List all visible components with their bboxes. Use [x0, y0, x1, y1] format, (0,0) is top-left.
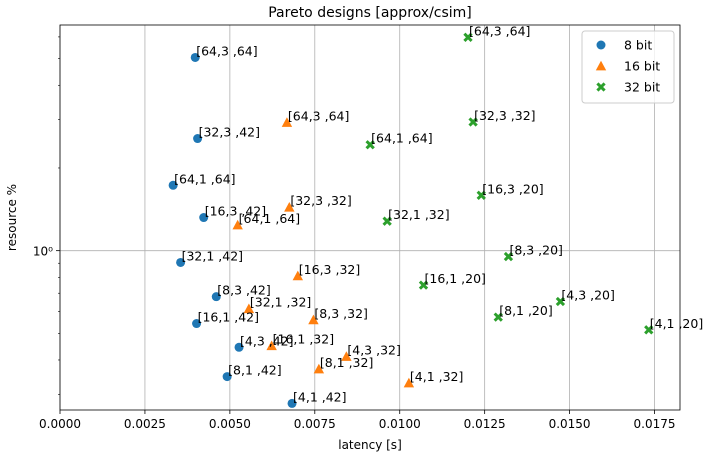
- x-tick-label: 0.0025: [124, 417, 166, 431]
- data-point: [222, 372, 232, 382]
- legend-marker: [595, 60, 607, 71]
- y-axis-ticks: 10⁰: [33, 36, 60, 395]
- data-point: [418, 280, 429, 290]
- x-tick-label: 0.0050: [209, 417, 251, 431]
- point-label: [32,1 ,42]: [182, 248, 243, 263]
- point-label: [32,3 ,42]: [199, 125, 260, 140]
- data-point: [308, 314, 319, 325]
- data-point: [168, 180, 178, 190]
- data-point: [365, 140, 375, 150]
- point-label: [4,1 ,32]: [410, 369, 464, 384]
- data-point: [190, 52, 200, 62]
- data-point: [232, 219, 243, 230]
- y-axis-label: resource %: [5, 184, 19, 251]
- point-label: [8,1 ,20]: [499, 303, 553, 318]
- point-label: [64,3 ,64]: [288, 108, 349, 123]
- point-label: [8,3 ,42]: [217, 283, 271, 298]
- point-label: [64,1 ,64]: [371, 131, 432, 146]
- y-tick-label: 10⁰: [33, 245, 53, 259]
- x-tick-label: 0.0000: [39, 417, 81, 431]
- point-label: [32,3 ,32]: [290, 193, 351, 208]
- legend: 8 bit 16 bit 32 bit: [581, 30, 675, 104]
- point-label: [16,3 ,42]: [205, 204, 266, 219]
- data-point: [193, 134, 203, 144]
- point-label: [64,1 ,64]: [239, 211, 300, 226]
- point-label: [32,3 ,32]: [474, 108, 535, 123]
- legend-label: 16 bit: [624, 59, 660, 74]
- data-point: [468, 117, 478, 127]
- x-tick-label: 0.0075: [294, 417, 336, 431]
- point-label: [32,1 ,32]: [388, 207, 449, 222]
- x-axis-ticks: 0.0000 0.0025 0.0050 0.0075 0.0100 0.0125 0.01…: [39, 410, 676, 431]
- point-label: [8,3 ,20]: [509, 243, 563, 258]
- data-marks: [168, 32, 654, 408]
- x-tick-label: 0.0150: [549, 417, 591, 431]
- data-point: [287, 398, 297, 408]
- point-label: [16,3 ,32]: [299, 262, 360, 277]
- grid: [59, 25, 680, 410]
- point-label: [8,3 ,32]: [314, 306, 368, 321]
- legend-label: 32 bit: [624, 80, 660, 95]
- point-label: [64,1 ,64]: [174, 171, 235, 186]
- point-label: [16,1 ,42]: [198, 310, 259, 325]
- data-point: [284, 201, 295, 212]
- plot-frame: [59, 24, 681, 411]
- data-point: [644, 325, 654, 335]
- point-annotations: [64,3 ,64][32,3 ,42][64,1 ,64][16,3 ,42]…: [174, 23, 703, 404]
- point-label: [32,1 ,32]: [250, 295, 311, 310]
- data-point: [493, 312, 503, 322]
- data-point: [281, 117, 293, 127]
- data-point: [266, 340, 277, 351]
- data-point: [476, 190, 486, 201]
- data-point: [313, 363, 325, 374]
- point-label: [4,1 ,42]: [293, 389, 347, 404]
- point-label: [4,3 ,32]: [347, 342, 401, 357]
- data-point: [382, 216, 392, 226]
- data-point: [503, 251, 514, 262]
- data-point: [292, 270, 304, 281]
- data-point: [192, 319, 202, 329]
- x-tick-label: 0.0100: [379, 417, 421, 431]
- point-label: [4,3 ,42]: [240, 333, 294, 348]
- point-label: [4,3 ,20]: [561, 288, 615, 303]
- point-label: [64,3 ,64]: [469, 23, 530, 38]
- data-point: [243, 303, 255, 314]
- data-point: [341, 351, 352, 361]
- data-point: [199, 213, 209, 223]
- chart-title: Pareto designs [approx/csim]: [268, 5, 472, 21]
- data-point: [555, 296, 566, 307]
- data-point: [211, 292, 221, 302]
- legend-marker: [596, 82, 606, 92]
- data-point: [463, 32, 473, 42]
- data-point: [403, 377, 415, 388]
- point-label: [4,1 ,20]: [650, 316, 704, 331]
- point-label: [16,1 ,32]: [273, 332, 334, 347]
- point-label: [64,3 ,64]: [196, 43, 257, 58]
- point-label: [16,1 ,20]: [425, 271, 486, 286]
- legend-label: 8 bit: [624, 38, 652, 53]
- data-point: [234, 342, 244, 352]
- point-label: [16,3 ,20]: [482, 181, 543, 196]
- data-point: [176, 257, 186, 267]
- x-axis-label: latency [s]: [338, 438, 402, 452]
- point-label: [8,1 ,42]: [228, 363, 282, 378]
- x-tick-label: 0.0125: [464, 417, 506, 431]
- point-label: [8,1 ,32]: [320, 355, 374, 370]
- legend-marker: [596, 40, 606, 50]
- x-tick-label: 0.0175: [634, 417, 676, 431]
